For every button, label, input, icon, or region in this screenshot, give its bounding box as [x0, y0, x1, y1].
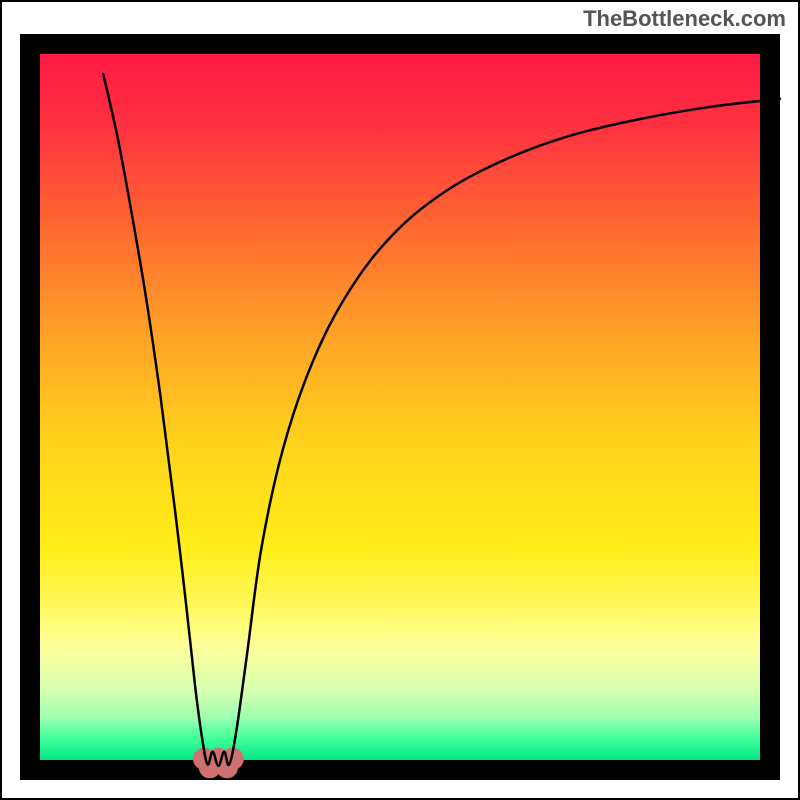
watermark-text: TheBottleneck.com [583, 6, 786, 32]
chart-container: { "watermark": { "text": "TheBottleneck.… [0, 0, 800, 800]
chart-svg [40, 54, 800, 800]
bottleneck-curve [103, 74, 780, 766]
plot-area [20, 34, 780, 780]
